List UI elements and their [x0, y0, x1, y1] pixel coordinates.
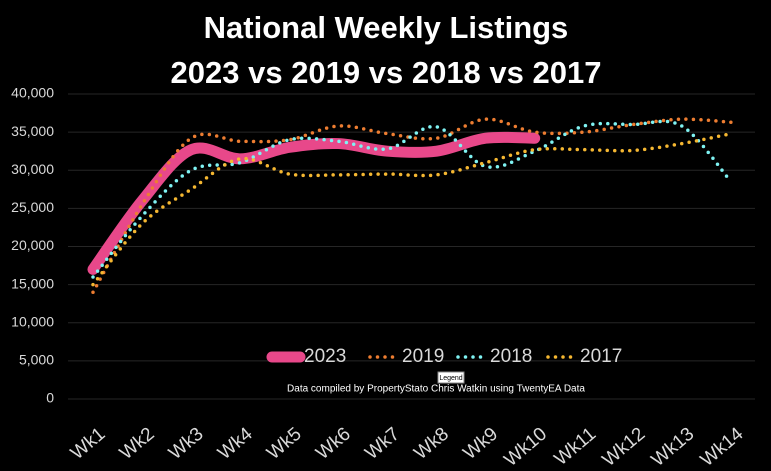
legend-label: 2019 [402, 346, 444, 367]
y-tick-label: 35,000 [11, 123, 54, 139]
y-tick-label: 25,000 [11, 199, 54, 215]
annotation: Data compiled by PropertyStato Chris Wat… [287, 384, 585, 395]
grid [68, 93, 755, 400]
y-tick-label: 10,000 [11, 313, 54, 329]
series-line [91, 117, 733, 294]
x-tick-label: Wk14 [697, 423, 748, 471]
y-tick-label: 0 [46, 390, 54, 406]
chart-title: National Weekly Listings [204, 10, 569, 45]
x-tick-label: Wk12 [599, 424, 650, 471]
x-tick-label: Wk3 [165, 424, 208, 465]
legend-label: 2023 [304, 346, 346, 367]
legend-label: 2018 [490, 346, 532, 367]
x-tick-label: Wk10 [500, 424, 551, 471]
x-tick-label: Wk11 [551, 424, 601, 470]
chart-subtitle: 2023 vs 2019 vs 2018 vs 2017 [171, 55, 602, 90]
x-tick-label: Wk7 [361, 424, 404, 465]
series-line [87, 131, 541, 275]
y-tick-label: 15,000 [11, 275, 54, 291]
tooltip-box [437, 371, 465, 384]
x-tick-label: Wk5 [263, 424, 306, 465]
x-tick-label: Wk4 [214, 423, 257, 464]
x-tick-label: Wk8 [410, 424, 453, 465]
series-line [91, 119, 733, 279]
x-tick-label: Wk9 [459, 424, 502, 465]
y-tick-label: 30,000 [11, 161, 54, 177]
y-tick-label: 20,000 [11, 237, 54, 253]
x-tick-label: Wk1 [67, 424, 110, 465]
x-tick-label: Wk13 [648, 424, 699, 471]
x-tick-label: Wk6 [312, 424, 355, 465]
y-tick-label: 40,000 [11, 85, 54, 101]
series-line [91, 131, 733, 287]
tooltip: Legend [439, 375, 462, 382]
legend-label: 2017 [580, 346, 622, 367]
y-tick-label: 5,000 [19, 352, 54, 368]
x-tick-label: Wk2 [116, 424, 159, 465]
